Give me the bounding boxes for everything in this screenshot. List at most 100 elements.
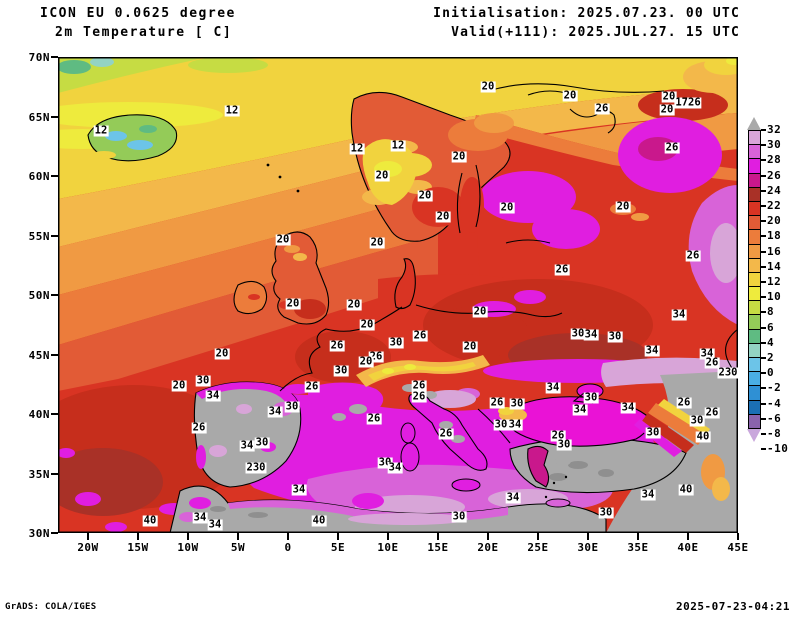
lon-axis-label: 40E [677,541,699,554]
lat-axis-tick [51,115,58,118]
contour-label: 20 [615,200,631,213]
lat-axis-tick [51,56,58,58]
colorbar-tick-label: 10 [767,290,782,304]
greece [527,445,550,488]
lon-axis-tick [287,533,289,540]
colorbar-tick [761,387,766,390]
lat-axis-label: 35N [28,467,50,481]
contour-label: 12 [349,142,365,155]
scotland-warm-spots [284,245,300,253]
contour-label: 26 [489,396,505,409]
colorbar-tick-label: 18 [767,229,782,243]
contour-label: 1726 [674,96,702,109]
contour-label: 34 [583,328,599,341]
contour-label: 34 [207,518,223,531]
contour-label: 34 [267,405,283,418]
contour-label: 26 [594,102,610,115]
colorbar-segment [747,172,761,188]
lon-axis-label: 30E [577,541,599,554]
lat-axis-label: 65N [28,110,50,124]
contour-label: 20 [472,305,488,318]
colorbar-tick-label: 8 [767,305,775,319]
contour-label: 26 [368,350,384,363]
lon-axis-tick [587,533,589,540]
contour-label: 12 [390,139,406,152]
colorbar-segment [747,243,761,259]
contour-label: 20 [359,318,375,331]
contour-label: 30 [333,364,349,377]
creation-timestamp: 2025-07-23-04:21 [676,600,790,613]
lat-axis-tick [51,353,58,356]
lon-axis-label: 20E [477,541,499,554]
lat-axis-label: 40N [28,408,50,421]
colorbar-tick [761,189,766,192]
colorbar-segment [747,229,761,245]
contour-label: 20 [358,355,374,368]
alps-gold-ridge [368,362,476,381]
contour-label: 30 [607,330,623,343]
colorbar-tick [761,433,766,435]
colorbar-tick [761,326,766,329]
scotland-amber-spot [293,253,307,261]
overlay-plum-patches [209,404,468,525]
grads-credit: GrADS: COLA/IGES [5,602,97,612]
contour-label: 26 [366,412,382,425]
valid-time: Valid(+111): 2025.JUL.27. 15 UTC [451,25,740,40]
colorbar-tick-label: 30 [767,138,782,152]
lon-axis-tick [737,533,739,540]
contour-label: 20 [462,340,478,353]
contour-label: 20 [275,233,291,246]
lon-axis-tick [337,533,339,540]
lon-axis-tick [87,533,89,540]
colorbar-segment [747,144,761,160]
colorbar-tick-label: 24 [767,183,782,197]
contour-label: 30 [598,506,614,519]
contour-label: 26 [329,339,345,352]
contour-label: 26 [304,380,320,393]
lat-axis-tick [51,294,58,296]
colorbar-tick-label: 16 [767,244,782,258]
colorbar-tick-label: 26 [767,168,782,182]
lon-axis-tick [387,533,389,540]
colorbar-tick-label: -10 [767,442,789,456]
contour-label: 26 [554,263,570,276]
colorbar-tick-label: -6 [767,411,782,425]
contour-label: 40 [142,514,158,527]
iceland-cool-spots [105,131,153,150]
contour-label: 34 [291,483,307,496]
colorbar-tick [761,281,766,283]
colorbar-tick [761,235,766,238]
colorbar-tick-label: 28 [767,153,782,167]
contour-label: 30 [493,418,509,431]
contour-label: 34 [505,491,521,504]
lat-axis-tick [51,234,58,237]
lat-axis-label: 45N [28,348,50,362]
iceland-warm-fringe [92,151,116,159]
lon-axis-tick [487,533,489,540]
contour-label: 12 [224,104,240,117]
contour-label: 34 [620,401,636,414]
colorbar-tick [761,205,766,207]
contour-label: 30 [570,327,586,340]
alps-amber-ridge [356,355,490,387]
lat-axis-label: 70N [28,51,50,64]
contour-label: 34 [507,418,523,431]
lon-axis-label: 5E [330,541,346,554]
colorbar-tick [761,417,766,420]
contour-label: 40 [695,430,711,443]
contour-label: 26 [411,379,427,392]
colorbar-segment [747,399,761,415]
lon-axis-tick [437,533,439,540]
colorbar-tick-label: -8 [767,427,782,440]
colorbar-tick-label: 0 [767,366,775,380]
contour-label: 20 [661,90,677,103]
colorbar-tick-label: 6 [767,320,775,334]
contour-label: 20 [417,189,433,202]
colorbar-segment [747,186,761,202]
colorbar-segment [747,158,761,174]
contour-label: 26 [550,429,566,442]
colorbar-tick-label: 22 [767,199,782,212]
contour-label: 30 [284,400,300,413]
colorbar-under-arrow [747,428,761,442]
